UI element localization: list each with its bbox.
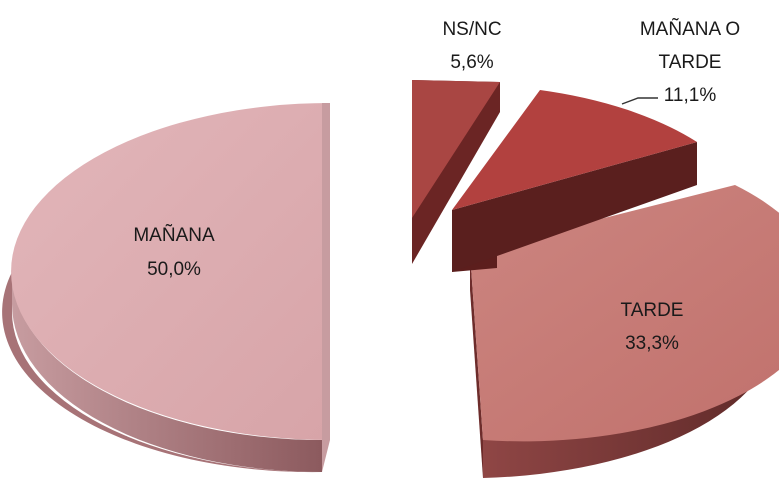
slice-manana xyxy=(2,103,330,473)
slice-tarde xyxy=(470,185,779,478)
slice-nsnc xyxy=(412,80,500,264)
slice-manana-top xyxy=(11,103,330,440)
slice-manana-cut-face xyxy=(322,103,330,472)
label-manana-o-tarde-value: 11,1% xyxy=(664,85,717,106)
slice-manana-o-tarde-top xyxy=(452,90,697,210)
leader-line-manana-o-tarde xyxy=(621,97,658,105)
slice-manana-side-curve xyxy=(12,272,322,472)
label-manana: MAÑANA 50,0% xyxy=(133,224,215,280)
label-nsnc-value: 5,6% xyxy=(450,52,493,73)
label-manana-o-tarde-name-line2: TARDE xyxy=(659,52,722,73)
label-manana-o-tarde-name-line1: MAÑANA O xyxy=(640,18,740,40)
label-nsnc: NS/NC 5,6% xyxy=(442,19,501,73)
label-tarde-name: TARDE xyxy=(621,300,684,321)
slice-tarde-left-face xyxy=(470,252,483,478)
label-tarde-value: 33,3% xyxy=(625,333,679,354)
slice-tarde-top xyxy=(470,185,779,442)
label-nsnc-name: NS/NC xyxy=(442,19,501,40)
slice-manana-o-tarde xyxy=(452,90,697,272)
slice-manana-o-tarde-side xyxy=(452,142,697,272)
label-manana-name: MAÑANA xyxy=(133,224,215,246)
label-manana-o-tarde: MAÑANA O TARDE 11,1% xyxy=(640,18,740,106)
label-tarde: TARDE 33,3% xyxy=(621,300,684,354)
slice-nsnc-top xyxy=(412,80,500,218)
label-manana-value: 50,0% xyxy=(147,259,201,280)
